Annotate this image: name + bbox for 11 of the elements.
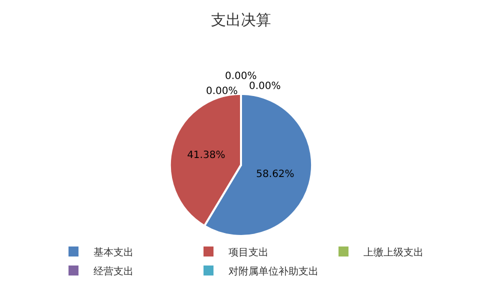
text: 0.00%	[206, 86, 238, 97]
legend-label: 上缴上级支出	[364, 246, 424, 258]
legend-label: 经营支出	[94, 265, 134, 278]
text: 0.00%	[249, 81, 281, 92]
legend-label: 基本支出	[94, 246, 134, 258]
legend-label: 项目支出	[228, 246, 268, 258]
legend-label: 对附属单位补助支出	[228, 265, 318, 278]
text: 0.00%	[225, 71, 257, 82]
chart-title: 支出决算	[211, 11, 271, 29]
data-label: 41.38%	[187, 150, 226, 161]
data-label: 58.62%	[256, 168, 294, 180]
